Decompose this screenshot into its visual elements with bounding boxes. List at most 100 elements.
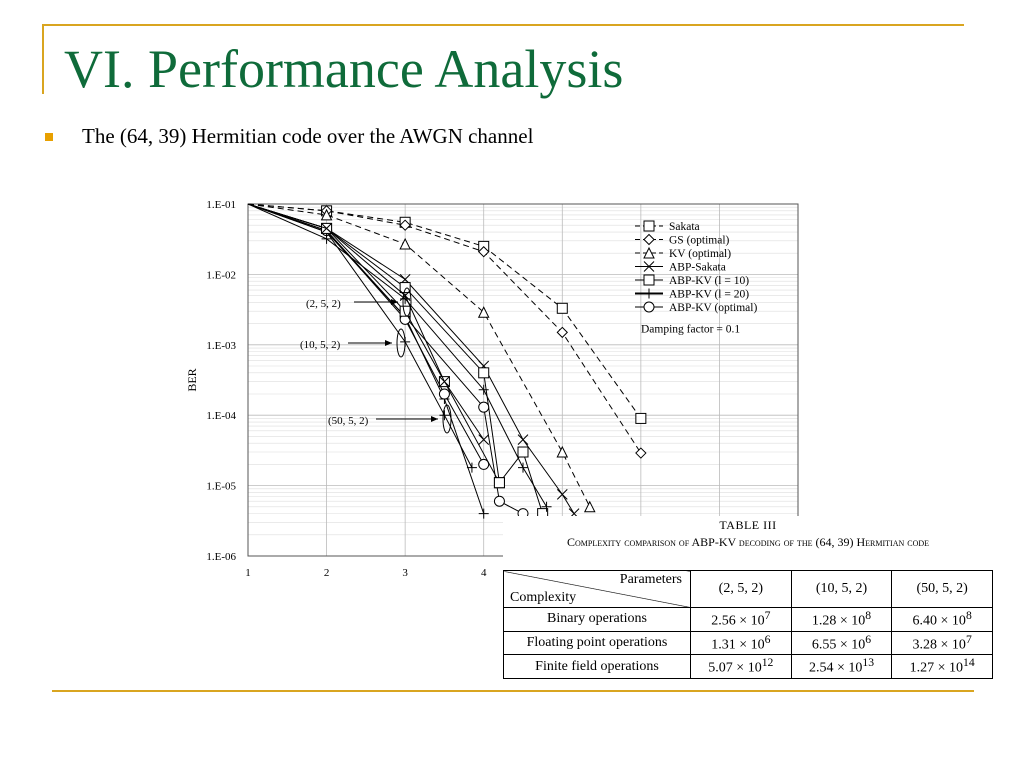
extra-curve-3-marker	[439, 410, 450, 421]
series-line-2-marker	[635, 447, 647, 459]
series-line-6	[247, 203, 547, 508]
complexity-table-panel: TABLE III Complexity comparison of ABP-K…	[503, 516, 993, 679]
row-label: Binary operations	[503, 607, 691, 632]
y-tick-label: 1.E-01	[206, 199, 236, 211]
extra-curve-1-marker	[478, 508, 489, 519]
column-header: (2, 5, 2)	[690, 570, 792, 608]
legend-label: ABP-KV (l = 10)	[669, 275, 749, 287]
y-tick-label: 1.E-04	[206, 410, 236, 422]
x-tick-label: 3	[402, 567, 408, 579]
extra-curve-4-marker	[493, 477, 505, 489]
y-tick-label: 1.E-06	[206, 551, 236, 563]
series-line-2-marker	[556, 326, 568, 339]
bullet-text: The (64, 39) Hermitian code over the AWG…	[82, 124, 534, 148]
table-cell: 5.07 × 1012	[690, 654, 792, 679]
series-line-4-marker	[517, 434, 529, 445]
table-cell: 6.55 × 106	[790, 630, 893, 656]
bottom-rule	[52, 690, 974, 692]
table-cell: 1.27 × 1014	[891, 654, 993, 679]
annotation-label: (2, 5, 2)	[306, 298, 341, 310]
legend-marker	[644, 288, 654, 299]
series-line-5-marker	[399, 282, 411, 294]
series-line-2-marker	[399, 219, 411, 231]
series-line-3-marker	[583, 500, 596, 513]
top-rule	[42, 24, 964, 26]
annotation-arrowhead	[385, 340, 392, 346]
table-diagonal-header: Parameters Complexity	[503, 570, 691, 608]
legend-marker	[643, 301, 655, 313]
extra-curve-3-marker	[466, 462, 477, 473]
series-line-2	[247, 203, 642, 454]
series-line-3-marker	[399, 237, 411, 250]
table-cell: 1.28 × 108	[790, 607, 893, 632]
table-row: Floating point operations 1.31 × 106 6.5…	[503, 630, 993, 656]
x-tick-label: 2	[324, 567, 330, 579]
y-tick-label: 1.E-05	[206, 481, 236, 493]
annotation-label: (50, 5, 2)	[328, 415, 369, 427]
extra-curve-5-marker	[439, 376, 450, 387]
row-label: Finite field operations	[503, 654, 691, 679]
table-cell: 6.40 × 108	[891, 607, 993, 632]
column-header: (10, 5, 2)	[790, 570, 893, 608]
legend-label: GS (optimal)	[669, 235, 730, 247]
extra-curve-5-marker	[478, 434, 490, 445]
annotation-label: (10, 5, 2)	[300, 339, 341, 351]
extra-curve-5-marker	[399, 290, 411, 301]
series-line-3	[247, 203, 591, 508]
legend-marker	[643, 246, 655, 259]
series-line-6-marker	[541, 501, 552, 512]
extra-curve-5-marker	[321, 223, 332, 234]
series-line-6-marker	[518, 462, 528, 473]
table-row: Finite field operations 5.07 × 1012 2.54…	[503, 654, 993, 679]
series-line-3-marker	[320, 208, 333, 221]
header-parameters: Parameters	[619, 572, 682, 587]
extra-curve-1	[247, 203, 485, 514]
y-tick-label: 1.E-03	[206, 340, 236, 352]
legend-label: ABP-KV (l = 20)	[669, 289, 749, 301]
table-title: TABLE III	[719, 518, 777, 532]
header-complexity: Complexity	[510, 590, 577, 605]
series-line-1-marker	[556, 302, 568, 314]
column-header: (50, 5, 2)	[891, 570, 993, 608]
legend-marker	[643, 220, 655, 232]
annotation-arrowhead	[431, 416, 438, 422]
annotation-ellipse	[442, 404, 452, 434]
table-cell: 1.31 × 106	[690, 630, 792, 656]
left-rule	[42, 24, 44, 94]
annotation-ellipse	[402, 287, 412, 317]
series-line-5	[247, 203, 544, 514]
legend-label: Sakata	[669, 221, 700, 233]
table-caption: Complexity comparison of ABP-KV decoding…	[566, 535, 930, 549]
table-cell: 2.54 × 1013	[790, 654, 893, 679]
legend-label: ABP-Sakata	[669, 262, 726, 274]
series-line-1-marker	[635, 412, 647, 424]
ber-chart: 1.E-01 1.E-02 1.E-03 1.E-04 1.E-05 1.E-06 1 2 3 4…	[185, 199, 799, 579]
legend-label: KV (optimal)	[669, 248, 731, 260]
legend-label: ABP-KV (optimal)	[669, 302, 757, 314]
series-line-2-marker	[478, 246, 490, 258]
y-axis-label: BER	[185, 368, 199, 391]
damping-note: Damping factor = 0.1	[641, 324, 740, 336]
legend-marker	[643, 233, 655, 246]
extra-curve-2-marker	[438, 388, 450, 400]
series-line-5-marker	[517, 446, 529, 458]
y-tick-label: 1.E-02	[206, 269, 236, 281]
x-tick-label: 1	[245, 567, 251, 579]
series-line-3-marker	[556, 445, 569, 458]
slide-title: VI. Performance Analysis	[64, 39, 624, 99]
extra-curve-3	[247, 203, 473, 468]
series-line-7-marker	[478, 401, 490, 413]
extra-curve-2-marker	[478, 458, 490, 470]
legend-marker	[643, 274, 655, 286]
bullet-icon	[45, 133, 53, 141]
table-cell: 2.56 × 107	[690, 607, 792, 632]
row-label: Floating point operations	[503, 630, 691, 656]
annotation-arrowhead	[391, 299, 398, 305]
legend-marker	[643, 261, 655, 272]
series-line-4-marker	[556, 489, 568, 500]
table-header-row: Parameters Complexity (2, 5, 2) (10, 5, …	[503, 570, 993, 608]
table-cell: 3.28 × 107	[891, 630, 993, 656]
complexity-table: Parameters Complexity (2, 5, 2) (10, 5, …	[503, 570, 993, 679]
series-line-7-marker	[493, 495, 505, 507]
x-tick-label: 4	[481, 567, 487, 579]
